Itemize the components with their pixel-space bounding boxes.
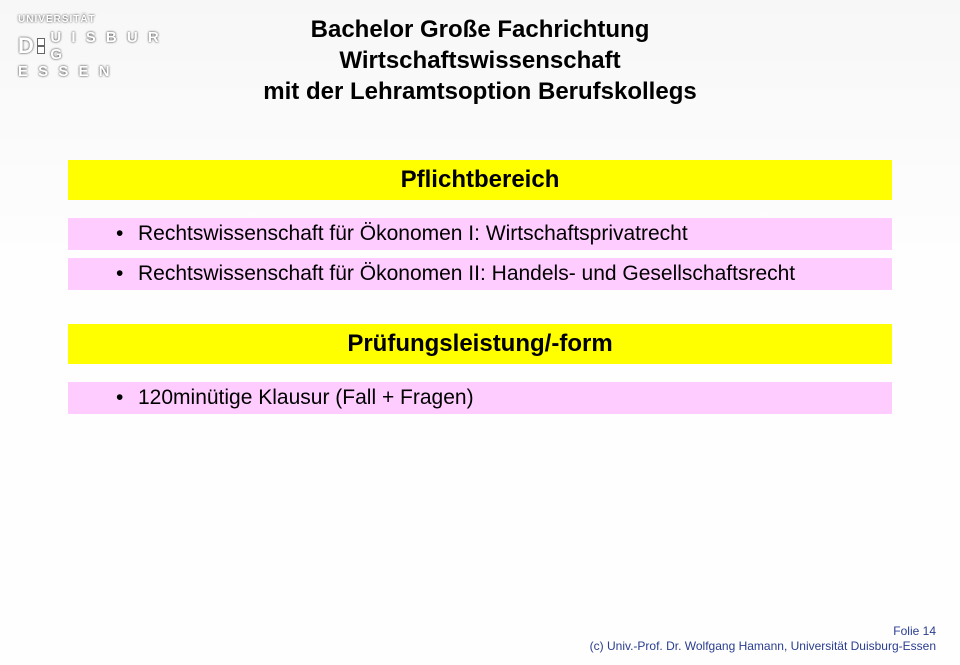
title-line-3: mit der Lehramtsoption Berufskollegs — [0, 76, 960, 107]
list-item: • 120minütige Klausur (Fall + Fragen) — [68, 382, 892, 414]
item-text-2: Rechtswissenschaft für Ökonomen II: Hand… — [138, 262, 795, 285]
item-text-1: Rechtswissenschaft für Ökonomen I: Wirts… — [138, 222, 688, 245]
bullet-icon: • — [116, 386, 123, 410]
bullet-icon: • — [116, 262, 123, 286]
footer-credit: (c) Univ.-Prof. Dr. Wolfgang Hamann, Uni… — [590, 639, 936, 655]
slide-title: Bachelor Große Fachrichtung Wirtschaftsw… — [0, 14, 960, 108]
bullet-icon: • — [116, 222, 123, 246]
list-item: • Rechtswissenschaft für Ökonomen I: Wir… — [68, 218, 892, 250]
title-line-2: Wirtschaftswissenschaft — [0, 45, 960, 76]
section-heading-pflichtbereich: Pflichtbereich — [68, 160, 892, 200]
content-area: Pflichtbereich • Rechtswissenschaft für … — [68, 160, 892, 422]
slide: UNIVERSITÄT D U I S B U R G E S S E N Ba… — [0, 0, 960, 665]
slide-footer: Folie 14 (c) Univ.-Prof. Dr. Wolfgang Ha… — [590, 624, 936, 655]
footer-folie: Folie 14 — [590, 624, 936, 640]
section-heading-pruefung: Prüfungsleistung/-form — [68, 324, 892, 364]
title-line-1: Bachelor Große Fachrichtung — [0, 14, 960, 45]
item-text-3: 120minütige Klausur (Fall + Fragen) — [138, 386, 474, 409]
list-item: • Rechtswissenschaft für Ökonomen II: Ha… — [68, 258, 892, 290]
